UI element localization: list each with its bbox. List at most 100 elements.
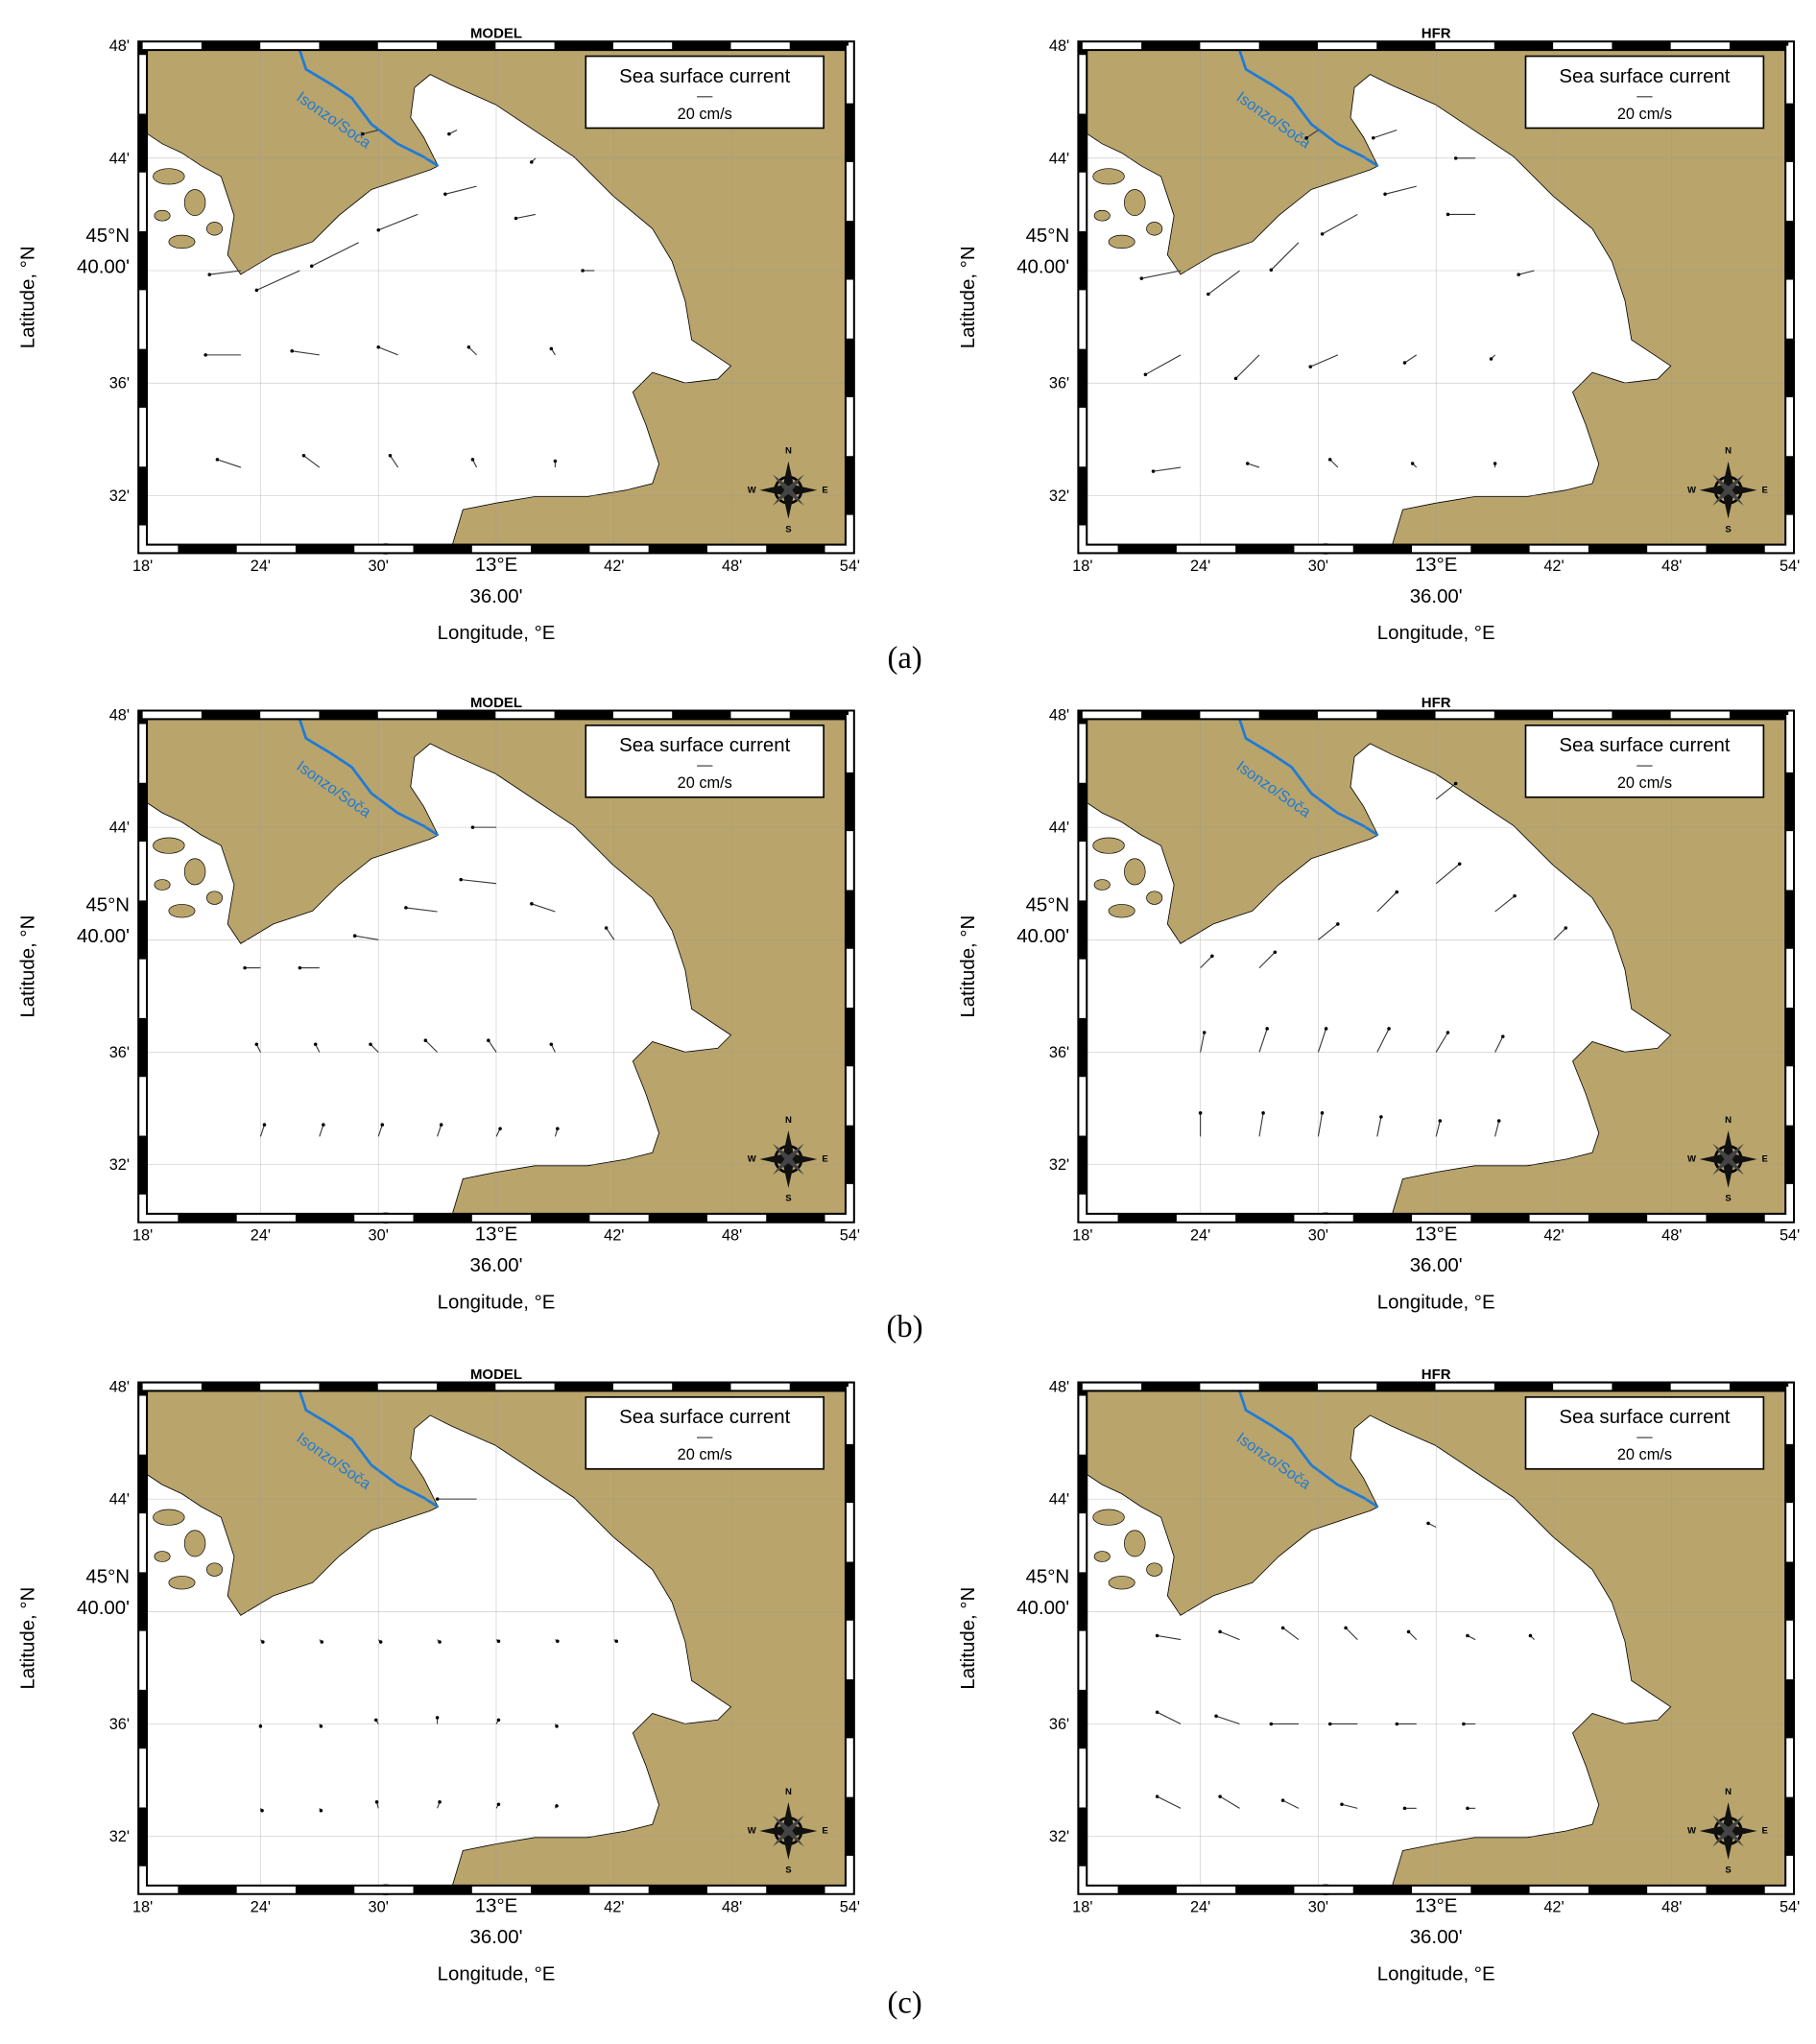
y-tick-label: 44'	[1049, 820, 1069, 837]
compass-letter: W	[1687, 485, 1696, 495]
current-vector	[1215, 1715, 1240, 1724]
vector-head	[1261, 1111, 1265, 1115]
vector-head	[207, 273, 212, 276]
vector-head	[301, 454, 306, 458]
vector-head	[1155, 1794, 1159, 1798]
current-vector	[1145, 354, 1182, 375]
vector-head	[1155, 1633, 1159, 1638]
vector-head	[1320, 1111, 1325, 1115]
current-vector	[1258, 1112, 1264, 1137]
sea	[1082, 743, 1672, 1219]
legend-title: Sea surface current	[1559, 66, 1730, 87]
vector-head	[555, 1804, 559, 1808]
current-vector	[606, 927, 615, 940]
current-vector	[319, 1124, 324, 1137]
vector-head	[1265, 1027, 1269, 1031]
x-axis-label: Longitude, °E	[1377, 1963, 1495, 1985]
current-vector	[1310, 354, 1339, 368]
legend-box	[1524, 55, 1765, 130]
island	[153, 1509, 185, 1526]
current-vector	[1376, 1116, 1382, 1137]
island	[183, 858, 206, 886]
vector-head	[1395, 890, 1399, 894]
vector-head	[290, 349, 294, 353]
x-tick-label: 30'	[369, 558, 389, 575]
current-vector	[1247, 463, 1260, 468]
vector-head	[1438, 1119, 1443, 1123]
current-vector	[405, 907, 438, 913]
vector-head	[614, 1639, 619, 1644]
frame-ticks	[139, 711, 853, 1222]
current-vector	[1200, 955, 1213, 968]
y-tick-label: 48'	[1049, 37, 1069, 55]
panel-title: HFR	[1422, 1367, 1451, 1383]
vector-head	[1320, 232, 1325, 236]
current-vector	[1282, 1799, 1300, 1809]
vector-head	[380, 1123, 385, 1127]
vector-head	[352, 934, 357, 938]
current-vector	[1435, 1032, 1448, 1053]
compass-letter: S	[1725, 1194, 1731, 1204]
island	[1146, 1562, 1163, 1577]
vector-head	[1210, 954, 1214, 959]
vector-head	[1269, 268, 1274, 273]
vector-head	[1489, 357, 1493, 361]
y-tick-label: 32'	[109, 487, 130, 505]
current-vector	[1494, 1035, 1504, 1053]
current-vector	[1153, 466, 1182, 472]
river	[297, 45, 440, 168]
scale-label: 20 cm/s	[678, 106, 732, 123]
sea	[142, 1414, 732, 1890]
current-vector	[311, 242, 359, 267]
y-tick-label: 36'	[1049, 375, 1069, 392]
current-vector	[1318, 923, 1339, 940]
current-vector	[1282, 1627, 1300, 1641]
current-vector	[515, 213, 537, 220]
vector-head	[1513, 893, 1517, 898]
island	[206, 1562, 224, 1577]
compass-letter: E	[1762, 485, 1768, 495]
vector-head	[549, 346, 554, 351]
compass-star-diag	[773, 474, 804, 507]
x-tick-label: 42'	[1543, 558, 1564, 575]
sea	[142, 74, 732, 550]
island	[183, 1530, 206, 1557]
sea	[142, 743, 732, 1219]
vector-head	[555, 1724, 559, 1728]
vector-head	[320, 1640, 324, 1644]
compass-star-diag	[1712, 1143, 1744, 1176]
current-vector	[1258, 951, 1276, 968]
current-vector	[1435, 863, 1461, 885]
current-vector	[370, 1043, 379, 1053]
current-vector	[1494, 895, 1516, 913]
vector-head	[243, 965, 247, 970]
vector-head	[1280, 1626, 1285, 1630]
caption: (a)	[887, 641, 921, 676]
current-vector	[424, 1039, 438, 1053]
vector-head	[1406, 1629, 1411, 1634]
x-tick-label: 30'	[1308, 1898, 1328, 1915]
vector-head	[1528, 1633, 1533, 1638]
island	[1108, 234, 1135, 250]
current-vector	[1384, 185, 1417, 195]
vector-head	[604, 926, 609, 930]
y-tick-label: 45°N 40.00'	[1016, 894, 1069, 947]
y-tick-label: 36'	[109, 375, 130, 392]
vector-head	[1493, 462, 1497, 465]
x-tick-label: 13°E 36.00'	[470, 1224, 523, 1276]
y-tick-label: 48'	[1049, 1378, 1069, 1395]
vector-head	[556, 1127, 560, 1130]
y-tick-label: 32'	[109, 1828, 130, 1845]
current-vector	[1518, 270, 1535, 275]
vector-head	[1327, 1722, 1332, 1726]
vector-head	[258, 1724, 263, 1728]
legend-title: Sea surface current	[1559, 735, 1730, 756]
compass-letter: W	[748, 485, 756, 495]
river	[1236, 45, 1379, 168]
vector-head	[1446, 1031, 1450, 1034]
x-tick-label: 30'	[369, 1898, 389, 1915]
island	[168, 234, 196, 250]
